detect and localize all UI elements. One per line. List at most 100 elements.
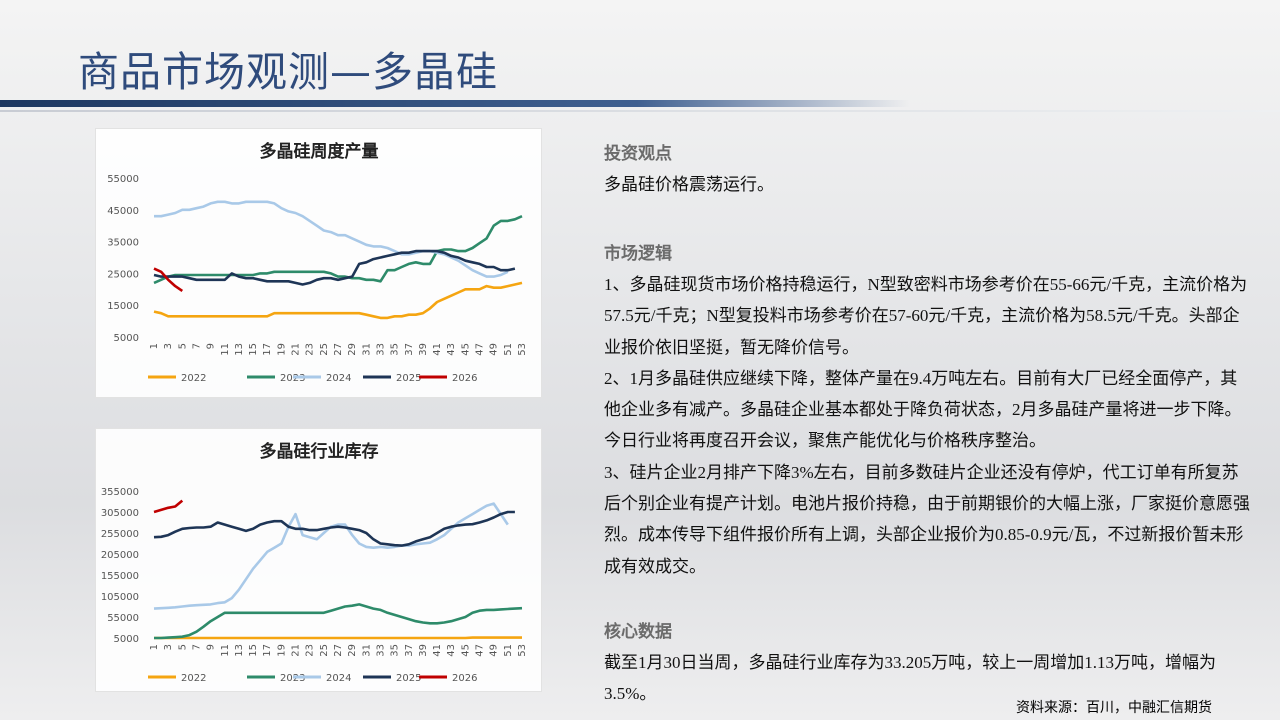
series-line <box>153 502 509 610</box>
legend-label: 2022 <box>181 373 206 384</box>
x-tick-label: 27 <box>333 644 344 657</box>
series-line <box>153 510 515 547</box>
legend-label: 2025 <box>396 673 421 684</box>
series-line <box>154 200 509 278</box>
paragraph: 2、1月多晶硅供应继续下降，整体产量在9.4万吨左右。目前有大厂已经全面停产，其… <box>604 368 1242 451</box>
section: 市场逻辑 1、多晶硅现货市场价格持稳运行，N型致密料市场参考价在55-66元/千克… <box>604 238 1250 582</box>
x-tick-label: 31 <box>361 343 372 356</box>
section: 投资观点多晶硅价格震荡运行。 <box>604 138 1250 200</box>
series-line <box>153 267 184 292</box>
paragraph: 3、硅片企业2月排产下降3%左右，目前多数硅片企业还没有停炉，代工订单有所复苏后… <box>604 462 1250 576</box>
x-tick-label: 3 <box>163 343 174 349</box>
x-tick-label: 35 <box>390 343 401 356</box>
x-tick-label: 29 <box>347 343 358 356</box>
series-line <box>153 281 523 320</box>
x-tick-label: 37 <box>404 343 415 356</box>
series-line <box>153 249 516 286</box>
legend-label: 2026 <box>452 673 477 684</box>
section-heading: 投资观点 <box>604 144 672 163</box>
x-tick-label: 45 <box>460 644 471 657</box>
x-tick-label: 53 <box>517 343 528 356</box>
y-tick-label: 25000 <box>107 269 139 280</box>
y-tick-label: 15000 <box>107 301 139 312</box>
x-tick-label: 33 <box>375 644 386 657</box>
x-tick-label: 1 <box>149 343 160 349</box>
x-tick-label: 43 <box>446 343 457 356</box>
section-heading: 市场逻辑 <box>604 244 672 263</box>
x-tick-label: 5 <box>177 644 188 650</box>
x-tick-label: 11 <box>220 644 231 657</box>
y-tick-label: 45000 <box>107 206 139 217</box>
legend-label: 2023 <box>280 673 305 684</box>
source: 资料来源：百川，中融汇信期货 <box>1016 700 1212 716</box>
title-bar <box>0 100 910 107</box>
x-tick-label: 21 <box>291 644 302 657</box>
x-tick-label: 1 <box>149 644 160 650</box>
x-tick-label: 13 <box>234 343 245 356</box>
chart-panel: 多晶硅行业库存 5000 55000 105000 155000 205000 255000… <box>95 428 542 692</box>
x-tick-label: 49 <box>489 343 500 356</box>
x-tick-label: 19 <box>276 644 287 657</box>
x-tick-label: 15 <box>248 644 259 657</box>
legend-label: 2022 <box>181 673 206 684</box>
y-tick-label: 205000 <box>101 550 139 561</box>
x-tick-label: 39 <box>418 644 429 657</box>
x-tick-label: 37 <box>404 644 415 657</box>
legend-label: 2024 <box>326 673 351 684</box>
paragraph: 1、多晶硅现货市场价格持稳运行，N型致密料市场参考价在55-66元/千克，主流价… <box>604 275 1248 357</box>
slide-title: 商品市场观测—多晶硅 <box>78 48 498 96</box>
title-rule <box>0 110 1280 112</box>
x-tick-label: 23 <box>305 644 316 657</box>
x-tick-label: 31 <box>361 644 372 657</box>
series-line <box>153 215 523 285</box>
paragraph: 多晶硅价格震荡运行。 <box>604 175 774 194</box>
y-tick-label: 305000 <box>101 508 139 519</box>
x-tick-label: 25 <box>319 343 330 356</box>
x-tick-label: 45 <box>460 343 471 356</box>
x-tick-label: 9 <box>206 343 217 349</box>
x-tick-label: 41 <box>432 644 443 657</box>
x-tick-label: 17 <box>262 644 273 657</box>
legend-label: 2023 <box>280 373 305 384</box>
series-line <box>153 499 184 514</box>
x-tick-label: 21 <box>291 343 302 356</box>
x-tick-label: 9 <box>206 644 217 650</box>
x-tick-label: 49 <box>489 644 500 657</box>
x-tick-label: 33 <box>375 343 386 356</box>
x-tick-label: 39 <box>418 343 429 356</box>
series-line <box>154 603 523 640</box>
legend-label: 2024 <box>326 373 351 384</box>
x-tick-label: 43 <box>446 644 457 657</box>
x-tick-label: 7 <box>191 343 202 349</box>
x-tick-label: 25 <box>319 644 330 657</box>
y-tick-label: 55000 <box>107 613 139 624</box>
y-tick-label: 355000 <box>101 487 139 498</box>
legend-label: 2026 <box>452 373 477 384</box>
x-tick-label: 5 <box>177 343 188 349</box>
x-tick-label: 47 <box>475 343 486 356</box>
x-tick-label: 41 <box>432 343 443 356</box>
chart: 多晶硅行业库存 5000 55000 105000 155000 205000 255000… <box>101 441 528 684</box>
y-tick-label: 55000 <box>107 174 139 185</box>
x-tick-label: 35 <box>390 644 401 657</box>
y-tick-label: 5000 <box>114 634 139 645</box>
section-heading: 核心数据 <box>604 622 672 641</box>
x-tick-label: 29 <box>347 644 358 657</box>
x-tick-label: 13 <box>234 644 245 657</box>
x-tick-label: 15 <box>248 343 259 356</box>
y-tick-label: 5000 <box>114 333 139 344</box>
x-tick-label: 51 <box>503 343 514 356</box>
y-tick-label: 105000 <box>101 592 139 603</box>
x-tick-label: 23 <box>305 343 316 356</box>
x-tick-label: 47 <box>475 644 486 657</box>
y-tick-label: 35000 <box>107 238 139 249</box>
x-tick-label: 3 <box>163 644 174 650</box>
chart-title: 多晶硅周度产量 <box>260 141 379 161</box>
x-tick-label: 51 <box>503 644 514 657</box>
section: 核心数据 截至1月30日当周，多晶硅行业库存为33.205万吨，较上一周增加1.1… <box>604 616 1250 710</box>
chart-panel: 多晶硅周度产量 5000 15000 25000 35000 45000 55000 1 3 5 7… <box>95 128 542 398</box>
x-tick-label: 53 <box>517 644 528 657</box>
legend-label: 2025 <box>396 373 421 384</box>
